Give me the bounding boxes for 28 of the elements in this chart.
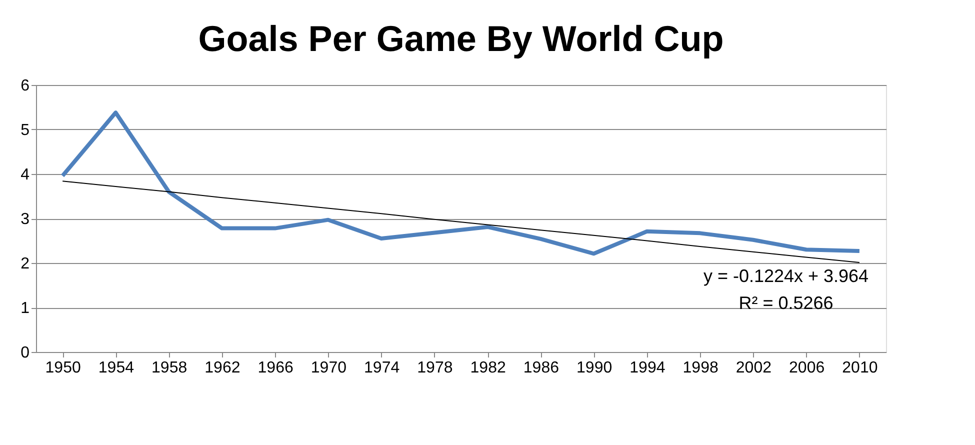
y-tick-label: 1 — [20, 300, 30, 317]
x-tick-label: 1966 — [258, 360, 294, 376]
x-tick-label: 1958 — [152, 360, 188, 376]
x-tick-label: 1998 — [682, 360, 718, 376]
chart-title: Goals Per Game By World Cup — [198, 18, 724, 59]
y-tick-label: 6 — [20, 78, 30, 94]
x-tick-label: 1990 — [576, 360, 612, 376]
x-tick-label: 1954 — [98, 360, 134, 376]
y-tick-label: 4 — [20, 166, 30, 184]
annotation: R² = 0.5266 — [738, 293, 834, 313]
x-tick-label: 1950 — [45, 360, 81, 376]
line-series — [62, 180, 860, 264]
x-tick-label: 1978 — [417, 360, 453, 376]
annotation: y = -0.1224x + 3.964 — [703, 266, 869, 286]
x-tick-label: 1986 — [523, 360, 560, 376]
x-tick-label: 1994 — [630, 360, 666, 376]
x-tick-label: 2010 — [842, 360, 878, 376]
x-tick-label: 1982 — [470, 360, 506, 376]
x-tick-label: 2006 — [789, 360, 825, 376]
y-tick-label: 0 — [20, 344, 30, 362]
y-tick-label: 3 — [20, 211, 30, 228]
x-tick-label: 1974 — [364, 360, 400, 376]
x-tick-label: 1962 — [204, 360, 240, 376]
x-tick-label: 1970 — [310, 360, 347, 376]
line-series — [60, 110, 862, 256]
y-tick-label: 5 — [20, 122, 30, 139]
x-tick-label: 2002 — [736, 360, 772, 376]
y-tick-label: 2 — [20, 256, 30, 272]
